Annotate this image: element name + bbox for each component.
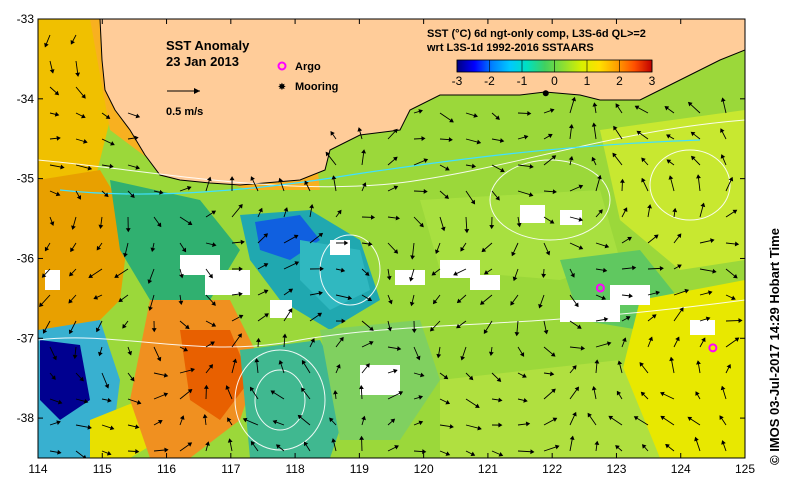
y-axis: -33-34-35-36-37-38	[17, 12, 745, 425]
credit-text: © IMOS 03-Jul-2017 14:29 Hobart Time	[767, 228, 782, 465]
map-date: 23 Jan 2013	[166, 54, 239, 69]
x-tick-label: 118	[286, 462, 305, 476]
x-tick-label: 125	[735, 462, 755, 476]
x-tick-label: 117	[221, 462, 240, 476]
product-line-2: wrt L3S-1d 1992-2016 SSTAARS	[426, 42, 594, 54]
x-tick-label: 123	[606, 462, 626, 476]
y-tick-label: -36	[17, 251, 35, 265]
colorbar-tick-label: -1	[517, 74, 528, 88]
x-tick-label: 115	[93, 462, 112, 476]
y-tick-label: -34	[17, 92, 35, 106]
legend-mooring-label: Mooring	[295, 81, 338, 93]
x-tick-label: 124	[671, 462, 691, 476]
colorbar-ticks: -3 -2 -1 0 1 2 3	[452, 60, 656, 88]
x-axis: 114 115 116 117 118 119 120 121 122 123 124 125	[28, 19, 755, 476]
sst-field	[38, 19, 745, 458]
colorbar-tick-label: 3	[649, 74, 656, 88]
legend: Argo ✸ Mooring	[277, 61, 338, 93]
y-tick-label: -38	[17, 411, 35, 425]
x-tick-label: 116	[157, 462, 176, 476]
x-tick-label: 119	[350, 462, 369, 476]
colorbar-tick-label: -3	[452, 74, 463, 88]
colorbar-tick-label: 2	[616, 74, 623, 88]
x-tick-label: 120	[414, 462, 434, 476]
argo-float-marker	[595, 283, 605, 293]
no-data-regions	[45, 205, 715, 395]
product-line-1: SST (°C) 6d ngt-only comp, L3S-6d QL>=2	[427, 28, 646, 40]
mooring-marker	[542, 90, 549, 97]
argo-float-marker	[708, 343, 718, 353]
current-vectors	[39, 34, 743, 458]
x-tick-label: 121	[478, 462, 498, 476]
y-tick-label: -35	[17, 172, 35, 186]
markers	[542, 90, 718, 353]
y-tick-label: -37	[17, 331, 35, 345]
x-tick-label: 122	[542, 462, 562, 476]
scale-arrow	[167, 88, 200, 94]
legend-argo-label: Argo	[295, 61, 321, 73]
colorbar-tick-label: 0	[551, 74, 558, 88]
y-tick-label: -33	[17, 12, 35, 26]
colorbar-tick-label: -2	[484, 74, 495, 88]
argo-legend-icon	[277, 61, 287, 71]
contour-lines	[38, 119, 745, 451]
mooring-legend-icon: ✸	[278, 82, 286, 93]
plot-frame	[37, 18, 746, 459]
scale-label: 0.5 m/s	[166, 106, 203, 118]
x-tick-label: 114	[28, 462, 47, 476]
colorbar-tick-label: 1	[584, 74, 591, 88]
map-title: SST Anomaly	[166, 38, 250, 53]
